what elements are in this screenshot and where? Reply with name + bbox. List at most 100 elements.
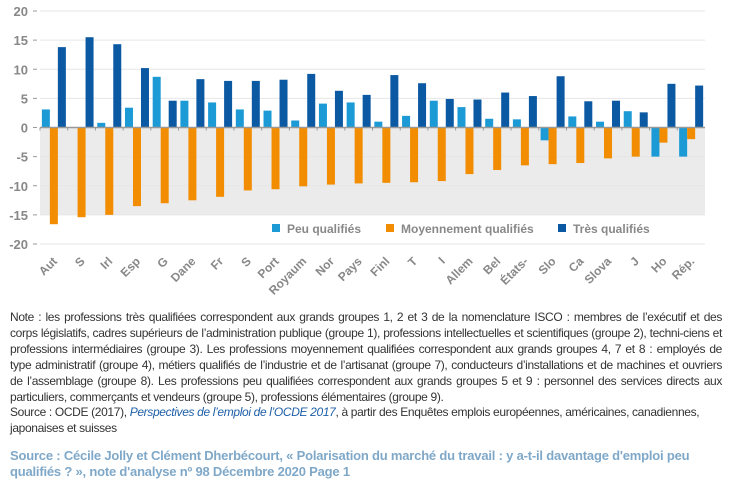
bar-peu (97, 122, 106, 128)
source-prefix: Source : OCDE (2017), (10, 405, 130, 419)
bar-tres (695, 85, 704, 128)
bar-peu (235, 109, 244, 128)
y-tick-label: -5 (16, 150, 28, 165)
bar-moyen (105, 127, 114, 215)
bar-peu (208, 102, 217, 128)
bar-tres (85, 37, 94, 128)
bar-tres (473, 99, 482, 128)
bar-moyen (326, 127, 335, 185)
x-tick-label: G (154, 254, 171, 271)
bar-peu (180, 100, 189, 128)
bar-tres (556, 76, 565, 128)
negative-band (40, 127, 705, 215)
x-tick-label: Ho (648, 254, 669, 275)
x-tick-label: Bel (480, 254, 503, 277)
y-tick-label: 20 (14, 4, 28, 19)
legend-label: Moyennement qualifiés (401, 222, 534, 236)
bar-tres (584, 101, 593, 128)
source-suffix: , à partir des Enquêtes emplois européen… (10, 405, 700, 435)
y-tick-label: -10 (9, 179, 28, 194)
bar-tres (418, 83, 427, 128)
y-tick-label: 10 (14, 62, 28, 77)
bar-peu (568, 116, 577, 128)
citation: Source : Cécile Jolly et Clément Dherbéc… (10, 448, 690, 479)
bar-moyen (49, 127, 58, 225)
bar-peu (679, 127, 688, 157)
bar-tres (612, 100, 621, 128)
bar-peu (263, 110, 272, 128)
bar-tres (279, 79, 288, 128)
legend-label: Très qualifiés (573, 222, 650, 236)
bar-moyen (604, 127, 613, 159)
bar-moyen (410, 127, 419, 183)
legend-label: Peu qualifiés (287, 222, 361, 236)
legend-swatch (272, 224, 280, 232)
bar-tres (196, 79, 205, 128)
bar-moyen (271, 127, 280, 190)
bar-moyen (437, 127, 446, 182)
bar-peu (623, 111, 632, 128)
bar-tres (390, 75, 399, 128)
bar-moyen (77, 127, 86, 218)
bar-moyen (520, 127, 529, 166)
x-tick-label: Slo (536, 254, 559, 277)
bar-tres (362, 94, 371, 128)
bar-moyen (659, 127, 668, 143)
bar-tres (113, 44, 122, 128)
x-tick-label: Allem (443, 254, 476, 287)
bar-tres (445, 98, 454, 128)
bar-peu (457, 107, 466, 128)
bar-peu (512, 119, 521, 128)
bar-tres (168, 100, 177, 128)
y-tick-label: 15 (14, 33, 28, 48)
bar-peu (41, 109, 50, 128)
bar-moyen (548, 127, 557, 165)
x-tick-label: Pays (335, 254, 365, 284)
chart-note: Note : les professions très qualifiées c… (10, 310, 722, 404)
bar-tres (307, 73, 316, 128)
bar-tres (334, 90, 343, 128)
bar-peu (596, 121, 605, 128)
x-tick-label: T (405, 254, 421, 270)
bar-tres (639, 112, 648, 128)
legend-swatch (558, 224, 566, 232)
x-tick-label: Esp (118, 254, 143, 279)
bar-moyen (354, 127, 363, 184)
x-tick-label: États- (497, 254, 531, 288)
bar-tres (140, 68, 149, 128)
y-tick-label: 0 (21, 121, 28, 136)
x-tick-label: Ca (566, 254, 587, 275)
bar-moyen (132, 127, 141, 207)
bar-moyen (160, 127, 169, 204)
bar-tres (667, 83, 676, 128)
chart-source: Source : OCDE (2017), Perspectives de l’… (10, 404, 722, 436)
source-title-link[interactable]: Perspectives de l’emploi de l’OCDE 2017 (129, 405, 336, 419)
bar-tres (251, 80, 260, 128)
x-tick-label: Aut (36, 254, 60, 278)
x-tick-label: I (436, 254, 448, 266)
bar-peu (346, 102, 355, 128)
x-tick-label: Nor (313, 254, 338, 279)
legend-swatch (386, 224, 394, 232)
x-tick-label: Irl (97, 254, 115, 272)
bar-moyen (687, 127, 696, 140)
bar-moyen (216, 127, 225, 197)
bar-moyen (465, 127, 474, 175)
x-tick-label: J (627, 254, 642, 269)
bar-tres (57, 47, 66, 128)
bar-peu (485, 118, 494, 128)
y-tick-label: -20 (9, 237, 28, 252)
x-tick-label: Finl (367, 254, 392, 279)
bar-peu (374, 121, 383, 128)
x-tick-label: Dane (168, 254, 199, 285)
x-tick-label: S (72, 254, 88, 270)
bar-peu (402, 115, 411, 128)
bar-moyen (382, 127, 391, 183)
y-tick-label: -15 (9, 208, 28, 223)
x-tick-label: Rép. (669, 254, 697, 282)
bar-peu (651, 127, 660, 157)
x-tick-label: Fr (208, 254, 227, 273)
x-tick-label: Slova (582, 254, 615, 287)
bar-moyen (299, 127, 308, 187)
bar-tres (501, 92, 510, 128)
